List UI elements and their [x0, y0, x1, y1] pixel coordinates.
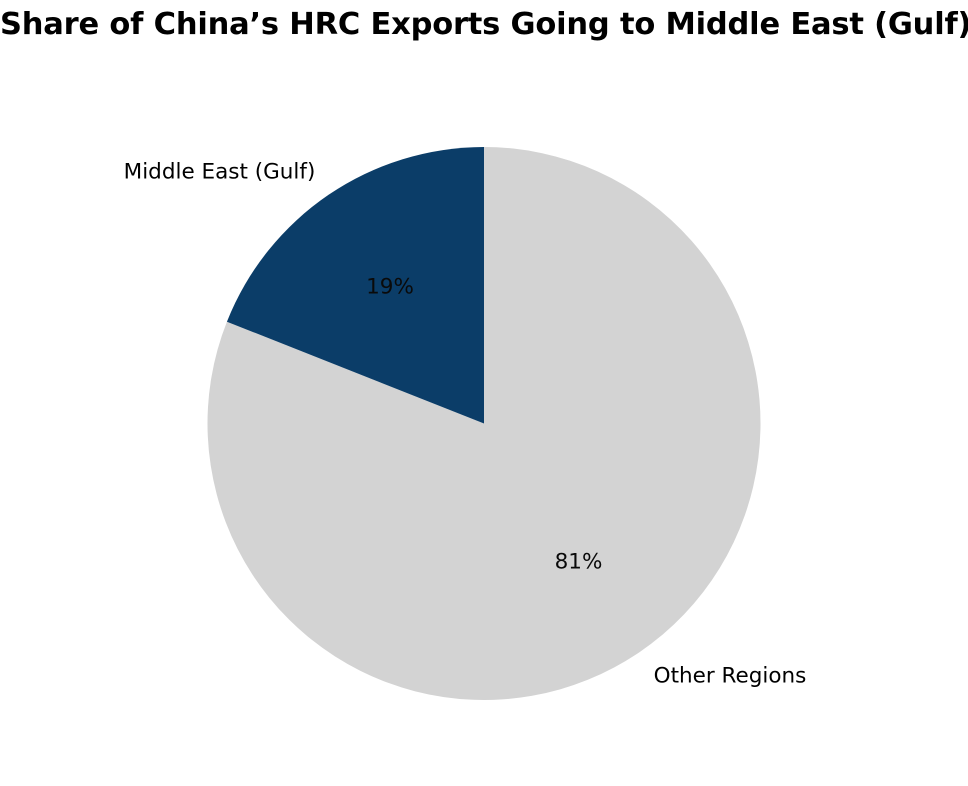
- pie-value-other-regions: 81%: [554, 549, 603, 575]
- pie-slice-middle-east[interactable]: [226, 147, 485, 424]
- pie-value-middle-east: 19%: [366, 274, 414, 300]
- chart-title: Share of China’s HRC Exports Going to Mi…: [0, 7, 968, 42]
- pie-slice-other-regions[interactable]: [207, 147, 761, 700]
- pie-label-middle-east: Middle East (Gulf): [123, 159, 316, 185]
- pie-label-other-regions: Other Regions: [653, 663, 807, 689]
